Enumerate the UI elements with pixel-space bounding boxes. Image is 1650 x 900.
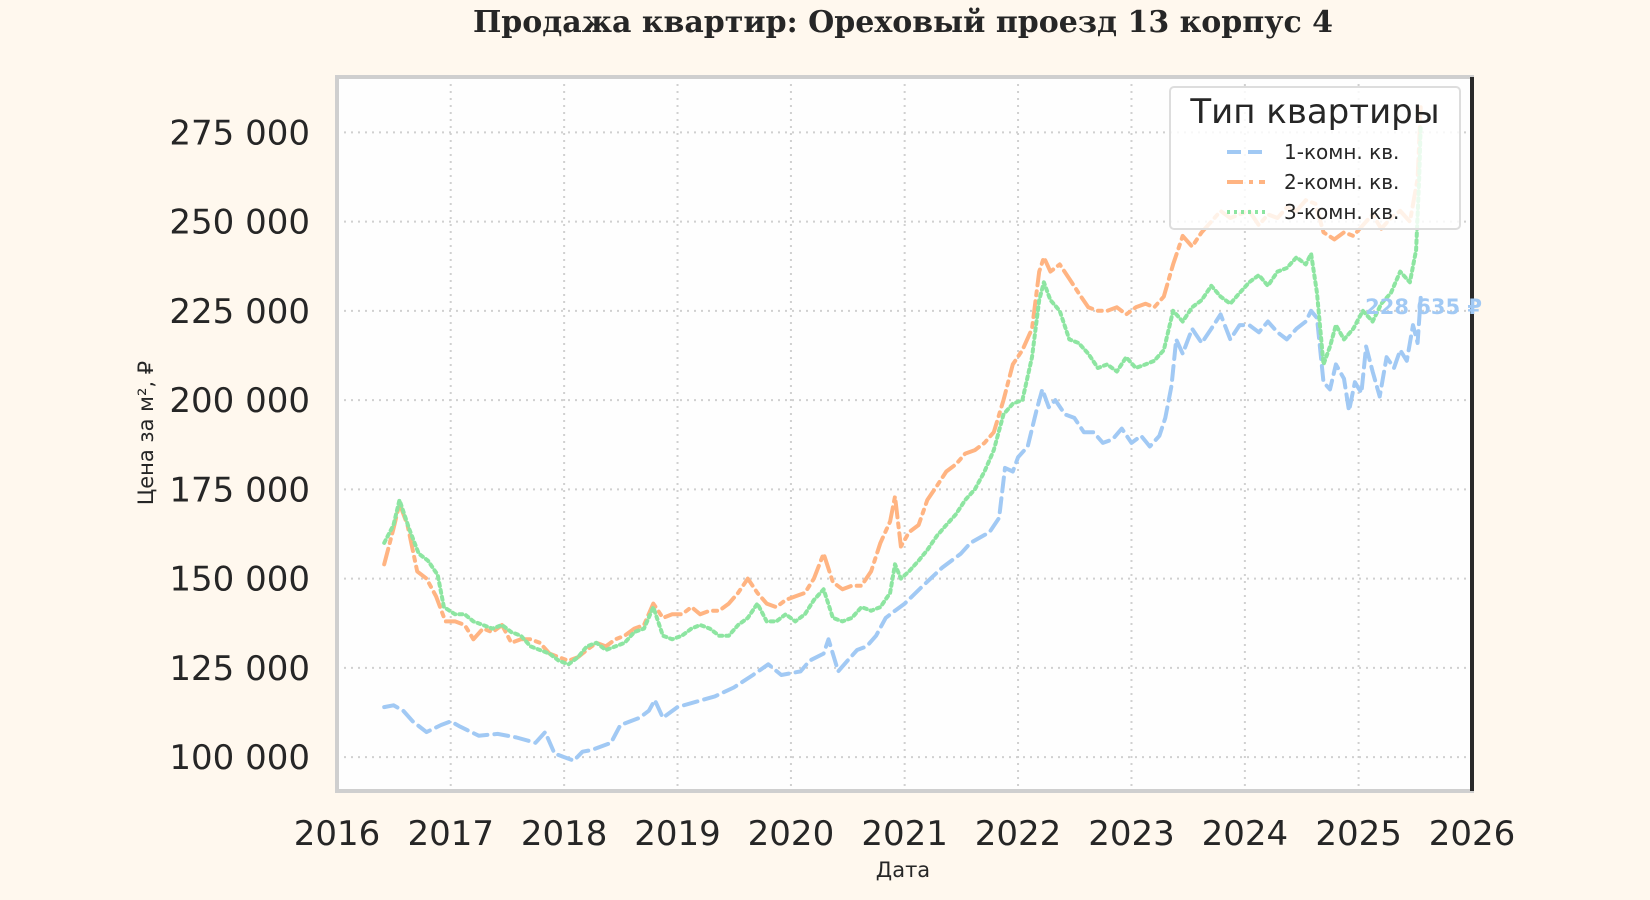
x-axis-label: Дата [876, 858, 930, 882]
x-tick-label: 2019 [634, 814, 721, 854]
series-end-label: 228 635 ₽ [1365, 295, 1482, 319]
legend-label: 3-комн. кв. [1284, 200, 1399, 224]
x-tick-label: 2017 [407, 814, 494, 854]
x-axis-ticks: 2016 2017 2018 2019 2020 2021 2022 2023 2024 2025… [294, 814, 1516, 854]
x-tick-label: 2021 [861, 814, 948, 854]
y-axis-ticks: 100 000 125 000 150 000 175 000 200 000 225 0… [169, 113, 310, 778]
x-tick-label: 2020 [748, 814, 835, 854]
x-tick-label: 2022 [975, 814, 1062, 854]
end-labels: 228 635 ₽ [1365, 295, 1482, 319]
y-tick-label: 175 000 [169, 470, 310, 510]
series-line-1 [382, 295, 1423, 763]
legend-title: Тип квартиры [1189, 92, 1439, 132]
x-tick-label: 2018 [521, 814, 608, 854]
x-tick-label: 2026 [1429, 814, 1516, 854]
x-tick-label: 2016 [294, 814, 381, 854]
x-tick-label: 2025 [1315, 814, 1402, 854]
series-line-3 [382, 123, 1423, 667]
legend-box [1169, 86, 1461, 230]
y-tick-label: 225 000 [169, 292, 310, 332]
y-axis-label: Цена за м², ₽ [134, 361, 158, 505]
y-tick-label: 100 000 [169, 738, 310, 778]
y-tick-label: 150 000 [169, 560, 310, 600]
y-tick-label: 200 000 [169, 381, 310, 421]
legend-entries: 1-комн. кв. 2-комн. кв. 3-комн. кв. [1227, 140, 1399, 224]
legend-label: 1-комн. кв. [1284, 140, 1399, 164]
legend: Тип квартиры 1-комн. кв. 2-комн. кв. 3-ком… [1169, 86, 1461, 230]
chart-title: Продажа квартир: Ореховый проезд 13 корп… [473, 5, 1333, 40]
y-tick-label: 250 000 [169, 203, 310, 243]
legend-label: 2-комн. кв. [1284, 170, 1399, 194]
x-tick-label: 2023 [1088, 814, 1175, 854]
y-tick-label: 125 000 [169, 649, 310, 689]
x-tick-label: 2024 [1202, 814, 1289, 854]
y-tick-label: 275 000 [169, 113, 310, 153]
